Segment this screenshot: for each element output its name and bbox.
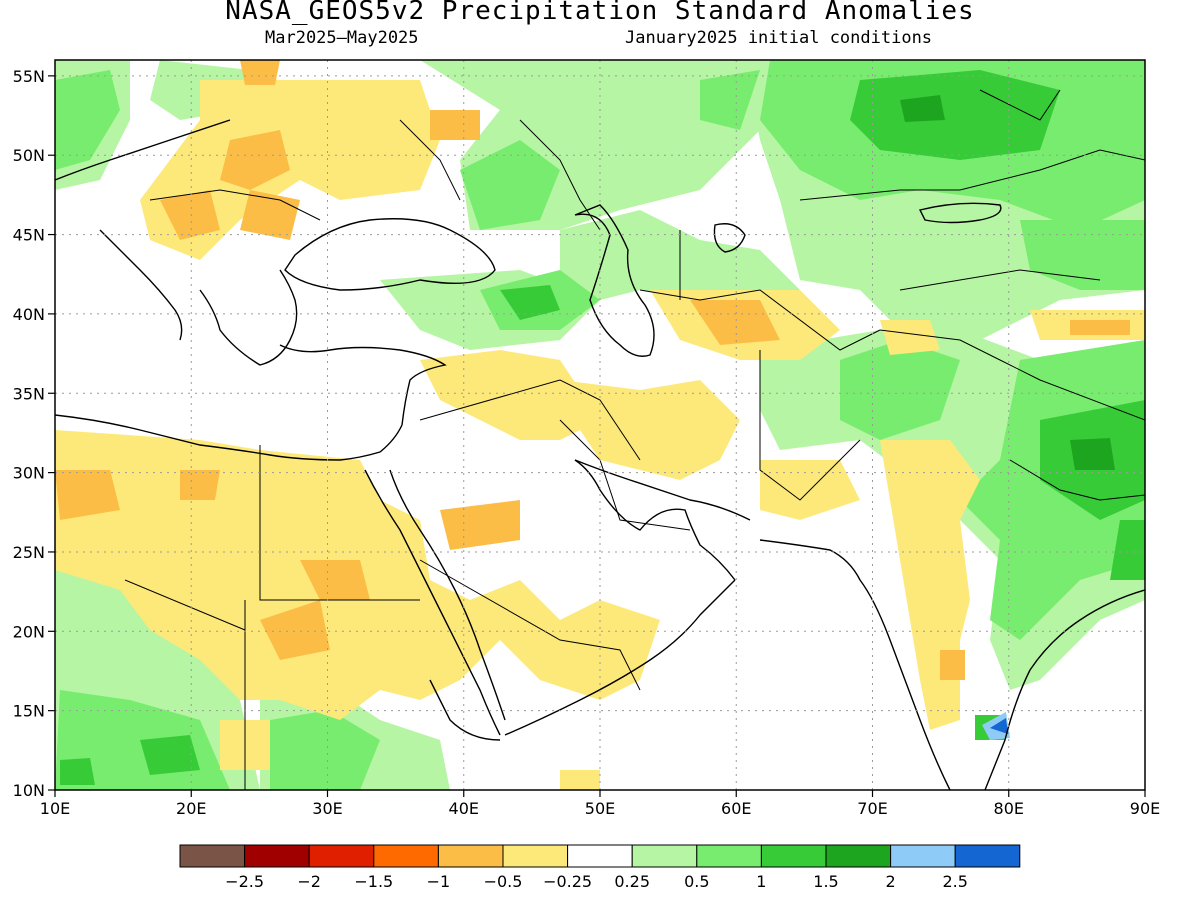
anomaly-fields xyxy=(55,60,1145,790)
colorbar-swatch xyxy=(696,844,762,868)
colorbar-swatch xyxy=(244,844,310,868)
lon-tick-label: 30E xyxy=(312,799,342,818)
colorbar-swatch xyxy=(825,844,892,868)
colorbar-label: 0.25 xyxy=(614,872,650,891)
lat-tick-label: 55N xyxy=(13,67,45,86)
lon-tick-label: 90E xyxy=(1130,799,1160,818)
colorbar-label: 2 xyxy=(886,872,896,891)
lon-tick-label: 60E xyxy=(721,799,751,818)
lat-tick-label: 10N xyxy=(13,781,45,800)
grid-lines xyxy=(55,60,1145,790)
lon-tick-label: 40E xyxy=(449,799,479,818)
lat-tick-label: 40N xyxy=(13,305,45,324)
colorbar-label: −2.5 xyxy=(225,872,264,891)
lat-tick-label: 15N xyxy=(13,702,45,721)
lon-tick-label: 70E xyxy=(857,799,887,818)
lon-tick-label: 50E xyxy=(585,799,615,818)
colorbar-swatch xyxy=(760,844,827,868)
colorbar-swatch xyxy=(437,844,504,868)
colorbar-swatch xyxy=(373,844,439,868)
lon-tick-label: 10E xyxy=(40,799,70,818)
colorbar-swatch xyxy=(502,844,569,868)
lat-tick-label: 20N xyxy=(13,622,45,641)
lon-tick-label: 80E xyxy=(994,799,1024,818)
colorbar-label: −1 xyxy=(427,872,451,891)
colorbar-swatch xyxy=(179,844,246,868)
lat-tick-label: 50N xyxy=(13,146,45,165)
lon-tick-label: 20E xyxy=(176,799,206,818)
colorbar-label: 2.5 xyxy=(942,872,967,891)
colorbar-label: 1.5 xyxy=(813,872,838,891)
lat-tick-label: 35N xyxy=(13,384,45,403)
colorbar-swatch xyxy=(954,844,1021,868)
lat-tick-label: 30N xyxy=(13,464,45,483)
colorbar-label: −1.5 xyxy=(354,872,393,891)
colorbar-swatch xyxy=(631,844,698,868)
initial-conditions: January2025 initial conditions xyxy=(625,28,933,48)
coastlines xyxy=(55,119,1145,790)
colorbar-swatch xyxy=(308,844,375,868)
forecast-period: Mar2025–May2025 xyxy=(265,28,419,48)
colorbar-swatch xyxy=(567,844,633,868)
colorbar-label: −2 xyxy=(297,872,321,891)
lat-tick-label: 45N xyxy=(13,226,45,245)
colorbar-label: −0.5 xyxy=(484,872,523,891)
colorbar-label: 0.5 xyxy=(684,872,709,891)
colorbar-label: −0.25 xyxy=(543,872,592,891)
colorbar: −2.5 −2 −1.5 −1 −0.5 −0.25 0.25 0.5 1 1.5 2 2.5 xyxy=(179,844,1021,891)
axes: 10E 20E 30E 40E 50E 60E 70E 80E 90E 10N 15N 20N 25N 3… xyxy=(13,67,1161,818)
map-title: NASA_GEOS5v2 Precipitation Standard Anom… xyxy=(225,0,975,26)
lat-tick-label: 25N xyxy=(13,543,45,562)
colorbar-label: 1 xyxy=(756,872,766,891)
colorbar-swatch xyxy=(890,844,956,868)
